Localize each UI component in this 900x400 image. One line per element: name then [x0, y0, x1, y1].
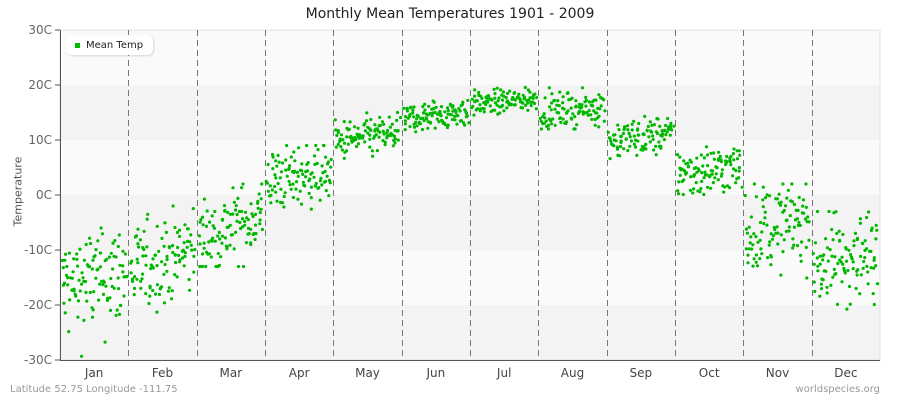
legend-label: Mean Temp [86, 39, 144, 51]
y-tick-label: -10C [24, 243, 52, 257]
x-tick-label: Jul [496, 366, 511, 380]
y-tick-label: 10C [28, 133, 52, 147]
x-tick-label: Jun [425, 366, 445, 380]
grid-band [60, 140, 880, 195]
y-axis-ticks: 30C 20C 10C 0C -10C -20C -30C [24, 23, 60, 367]
x-tick-label: Sep [630, 366, 653, 380]
x-tick-label: Nov [766, 366, 789, 380]
x-tick-label: Apr [289, 366, 310, 380]
chart-title: Monthly Mean Temperatures 1901 - 2009 [305, 6, 595, 22]
y-tick-label: 0C [36, 188, 52, 202]
month-separators [128, 30, 813, 360]
data-points [60, 85, 880, 358]
y-tick-label: -20C [24, 298, 52, 312]
x-tick-label: Dec [834, 366, 857, 380]
y-tick-label: -30C [24, 353, 52, 367]
source-credit: worldspecies.org [795, 384, 880, 395]
x-tick-label: Jan [84, 366, 104, 380]
x-tick-label: Mar [220, 366, 243, 380]
y-tick-label: 30C [28, 23, 52, 37]
axes [60, 30, 880, 361]
x-axis-month-labels: Jan Feb Mar Apr May Jun Jul Aug Sep Oct Nov Dec [84, 366, 858, 380]
y-tick-label: 20C [28, 78, 52, 92]
legend: Mean Temp [66, 35, 154, 55]
grid-band [60, 30, 880, 85]
x-tick-label: Aug [561, 366, 584, 380]
x-tick-label: Oct [699, 366, 720, 380]
x-tick-label: Feb [152, 366, 173, 380]
legend-swatch-icon [75, 42, 80, 48]
x-tick-label: May [355, 366, 380, 380]
location-caption: Latitude 52.75 Longitude -111.75 [10, 384, 178, 395]
